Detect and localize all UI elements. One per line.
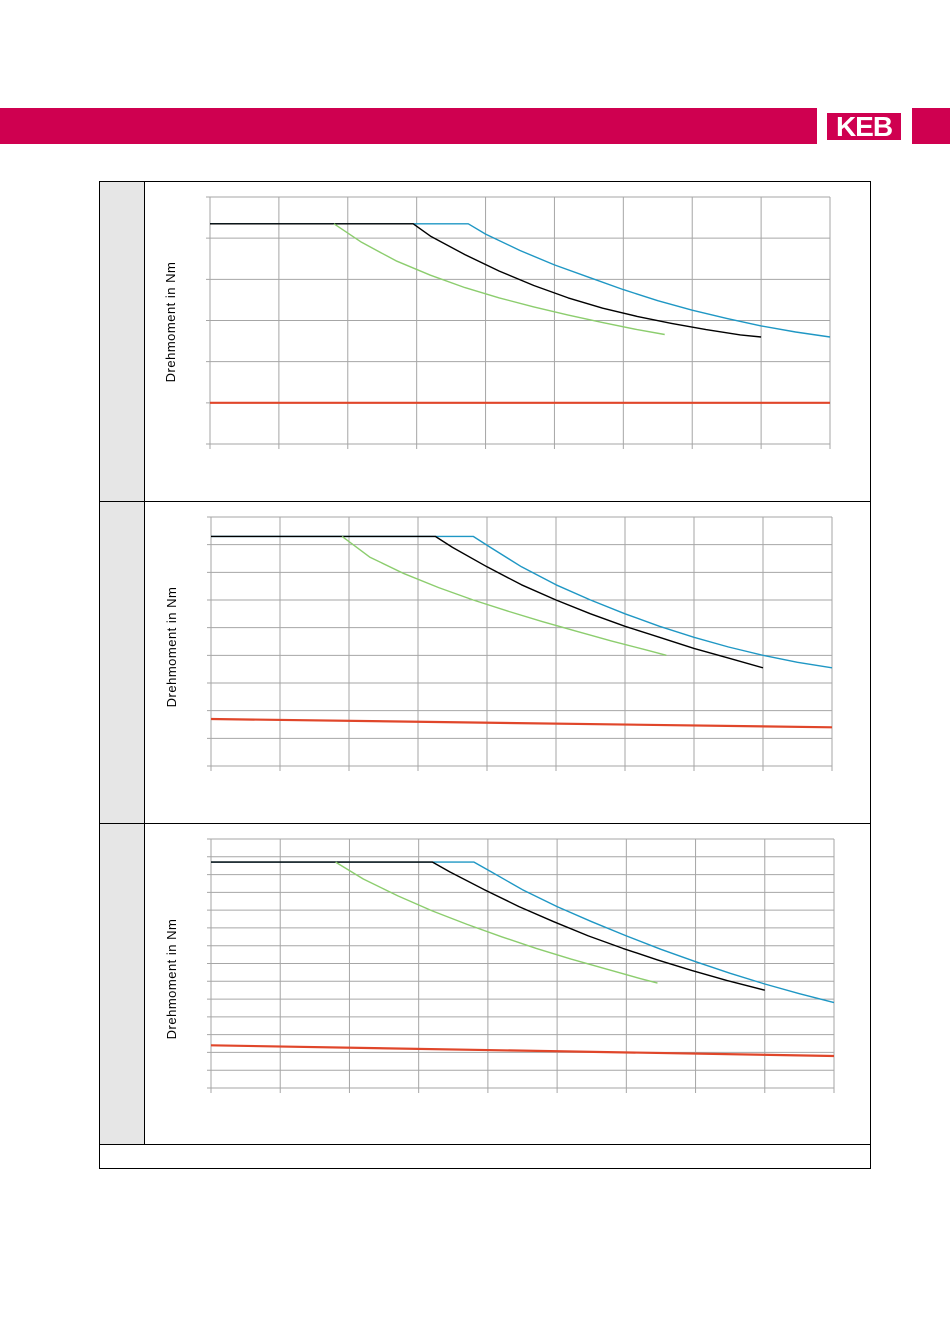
header-band-right [912,108,950,144]
panel-side-strip [100,824,145,1144]
series-line-3 [333,223,665,336]
y-axis-label: Drehmoment in Nm [164,587,179,708]
chart-panel-1: Drehmoment in Nm [100,182,870,502]
chart-2: Drehmoment in Nm [164,516,833,771]
series-line-4 [210,1044,835,1058]
chart-frame: Drehmoment in Nm Drehmoment in Nm Drehmo… [99,181,871,1169]
panel-side-strip [100,182,145,501]
series-line-1 [210,223,831,338]
panel-side-strip [100,502,145,823]
chart-panel-2: Drehmoment in Nm [100,502,870,824]
chart-panel-3: Drehmoment in Nm [100,824,870,1145]
series-line-3 [335,861,658,984]
y-axis-label: Drehmoment in Nm [164,919,179,1040]
series-line-2 [211,861,765,991]
chart-3: Drehmoment in Nm [164,838,835,1093]
series-line-4 [210,717,833,729]
y-axis-label: Drehmoment in Nm [163,262,178,383]
table-footer-row [100,1145,870,1168]
series-line-2 [210,223,762,338]
series-line-1 [211,535,833,669]
series-line-2 [211,535,764,669]
keb-logo: KEB [824,110,904,143]
series-line-3 [341,535,667,656]
series-line-1 [211,861,835,1004]
chart-1: Drehmoment in Nm [163,196,831,449]
header-band [0,108,817,144]
